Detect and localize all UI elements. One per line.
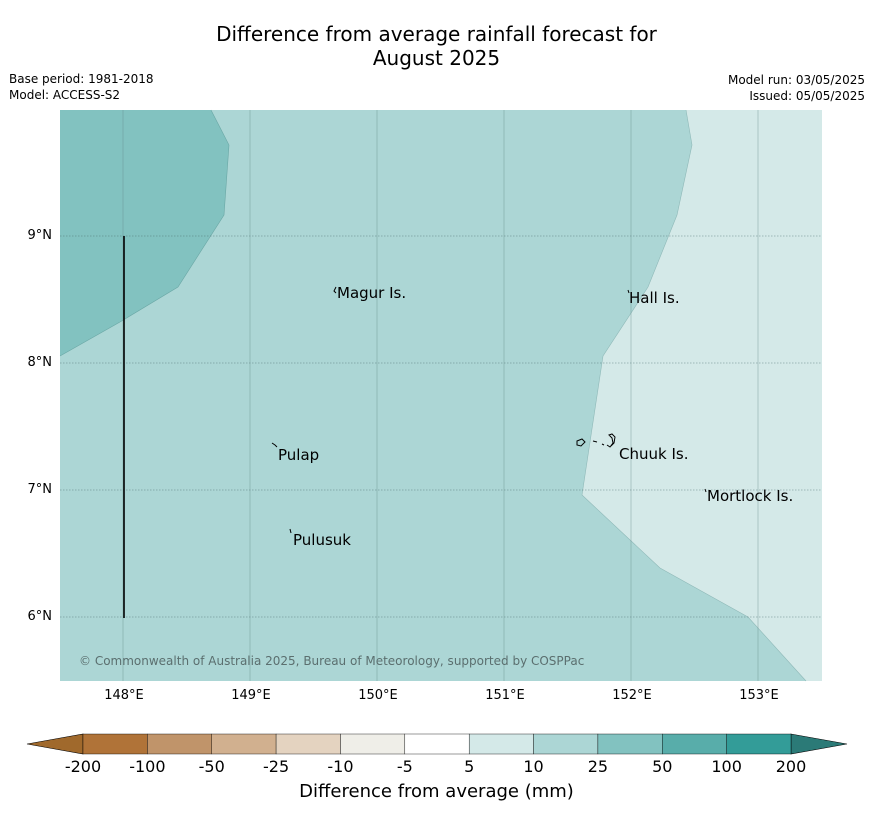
place-chuuk: Chuuk Is. [619,445,689,463]
region-5-10 [582,110,822,681]
colorbar-segment [340,733,406,755]
issued-text: Issued: 05/05/2025 [749,89,865,103]
colorbar-segment [147,733,212,755]
colorbar-segment [533,733,599,755]
island-magur-mark [333,286,337,294]
lat-tick-8n: 8°N [27,355,53,370]
meta-right: Model run: 03/05/2025 Issued: 05/05/2025 [728,72,865,104]
colorbar-max-arrow [790,733,848,755]
islands [271,286,707,534]
colorbar-tick-label: -50 [198,757,225,776]
meta-left: Base period: 1981-2018 Model: ACCESS-S2 [9,71,154,103]
map-title-line2: August 2025 [372,46,501,70]
lon-tick-153e: 153°E [739,688,779,703]
place-magur: Magur Is. [337,284,407,302]
graticule [60,235,822,618]
colorbar-tick-label: -10 [327,757,354,776]
colorbar-tick-label: 200 [775,757,807,776]
map-title: Difference from average rainfall forecas… [0,22,873,70]
colorbar-tick-label: 5 [464,757,475,776]
colorbar-segment [404,733,470,755]
place-pulusuk: Pulusuk [293,531,351,549]
island-pulap-mark [271,442,278,448]
colorbar-segment [726,733,792,755]
lon-tick-149e: 149°E [231,688,271,703]
island-pulusuk-mark [289,528,292,534]
colorbar [26,733,848,755]
lat-tick-7n: 7°N [27,482,53,497]
colorbar-segment [597,733,663,755]
colorbar-tick-label: 10 [523,757,544,776]
colorbar-segment [662,733,727,755]
colorbar-tick-label: -200 [64,757,102,776]
colorbar-segment [211,733,277,755]
colorbar-tick-label: 25 [587,757,609,776]
place-hall: Hall Is. [629,289,680,307]
colorbar-tick-label: -100 [129,757,166,776]
colorbar-segment [468,733,534,755]
lat-tick-6n: 6°N [27,609,53,624]
colorbar-title: Difference from average (mm) [299,781,574,802]
model-text: Model: ACCESS-S2 [9,88,121,102]
island-hall-mark [627,289,630,294]
island-chuuk-mark [576,433,616,448]
colorbar-segment [275,733,341,755]
colorbar-segment [82,733,148,755]
colorbar-tick-label: 100 [711,757,742,776]
copyright-text: © Commonwealth of Australia 2025, Bureau… [79,654,585,668]
base-period-text: Base period: 1981-2018 [9,72,154,86]
place-mortlock: Mortlock Is. [707,487,794,505]
lon-tick-148e: 148°E [104,688,144,703]
colorbar-tick-label: -5 [396,757,413,776]
map-title-line1: Difference from average rainfall forecas… [216,22,657,46]
colorbar-min-arrow [26,733,84,755]
lon-tick-151e: 151°E [485,688,525,703]
lat-tick-9n: 9°N [27,228,53,243]
place-pulap: Pulap [278,446,320,464]
colorbar-tick-label: 50 [652,757,673,776]
model-run-text: Model run: 03/05/2025 [727,73,865,87]
region-25-50 [60,110,229,356]
island-mortlock-mark [704,488,707,493]
lon-tick-152e: 152°E [612,688,652,703]
colorbar-tick-label: -25 [263,757,290,776]
lon-tick-150e: 150°E [358,688,398,703]
